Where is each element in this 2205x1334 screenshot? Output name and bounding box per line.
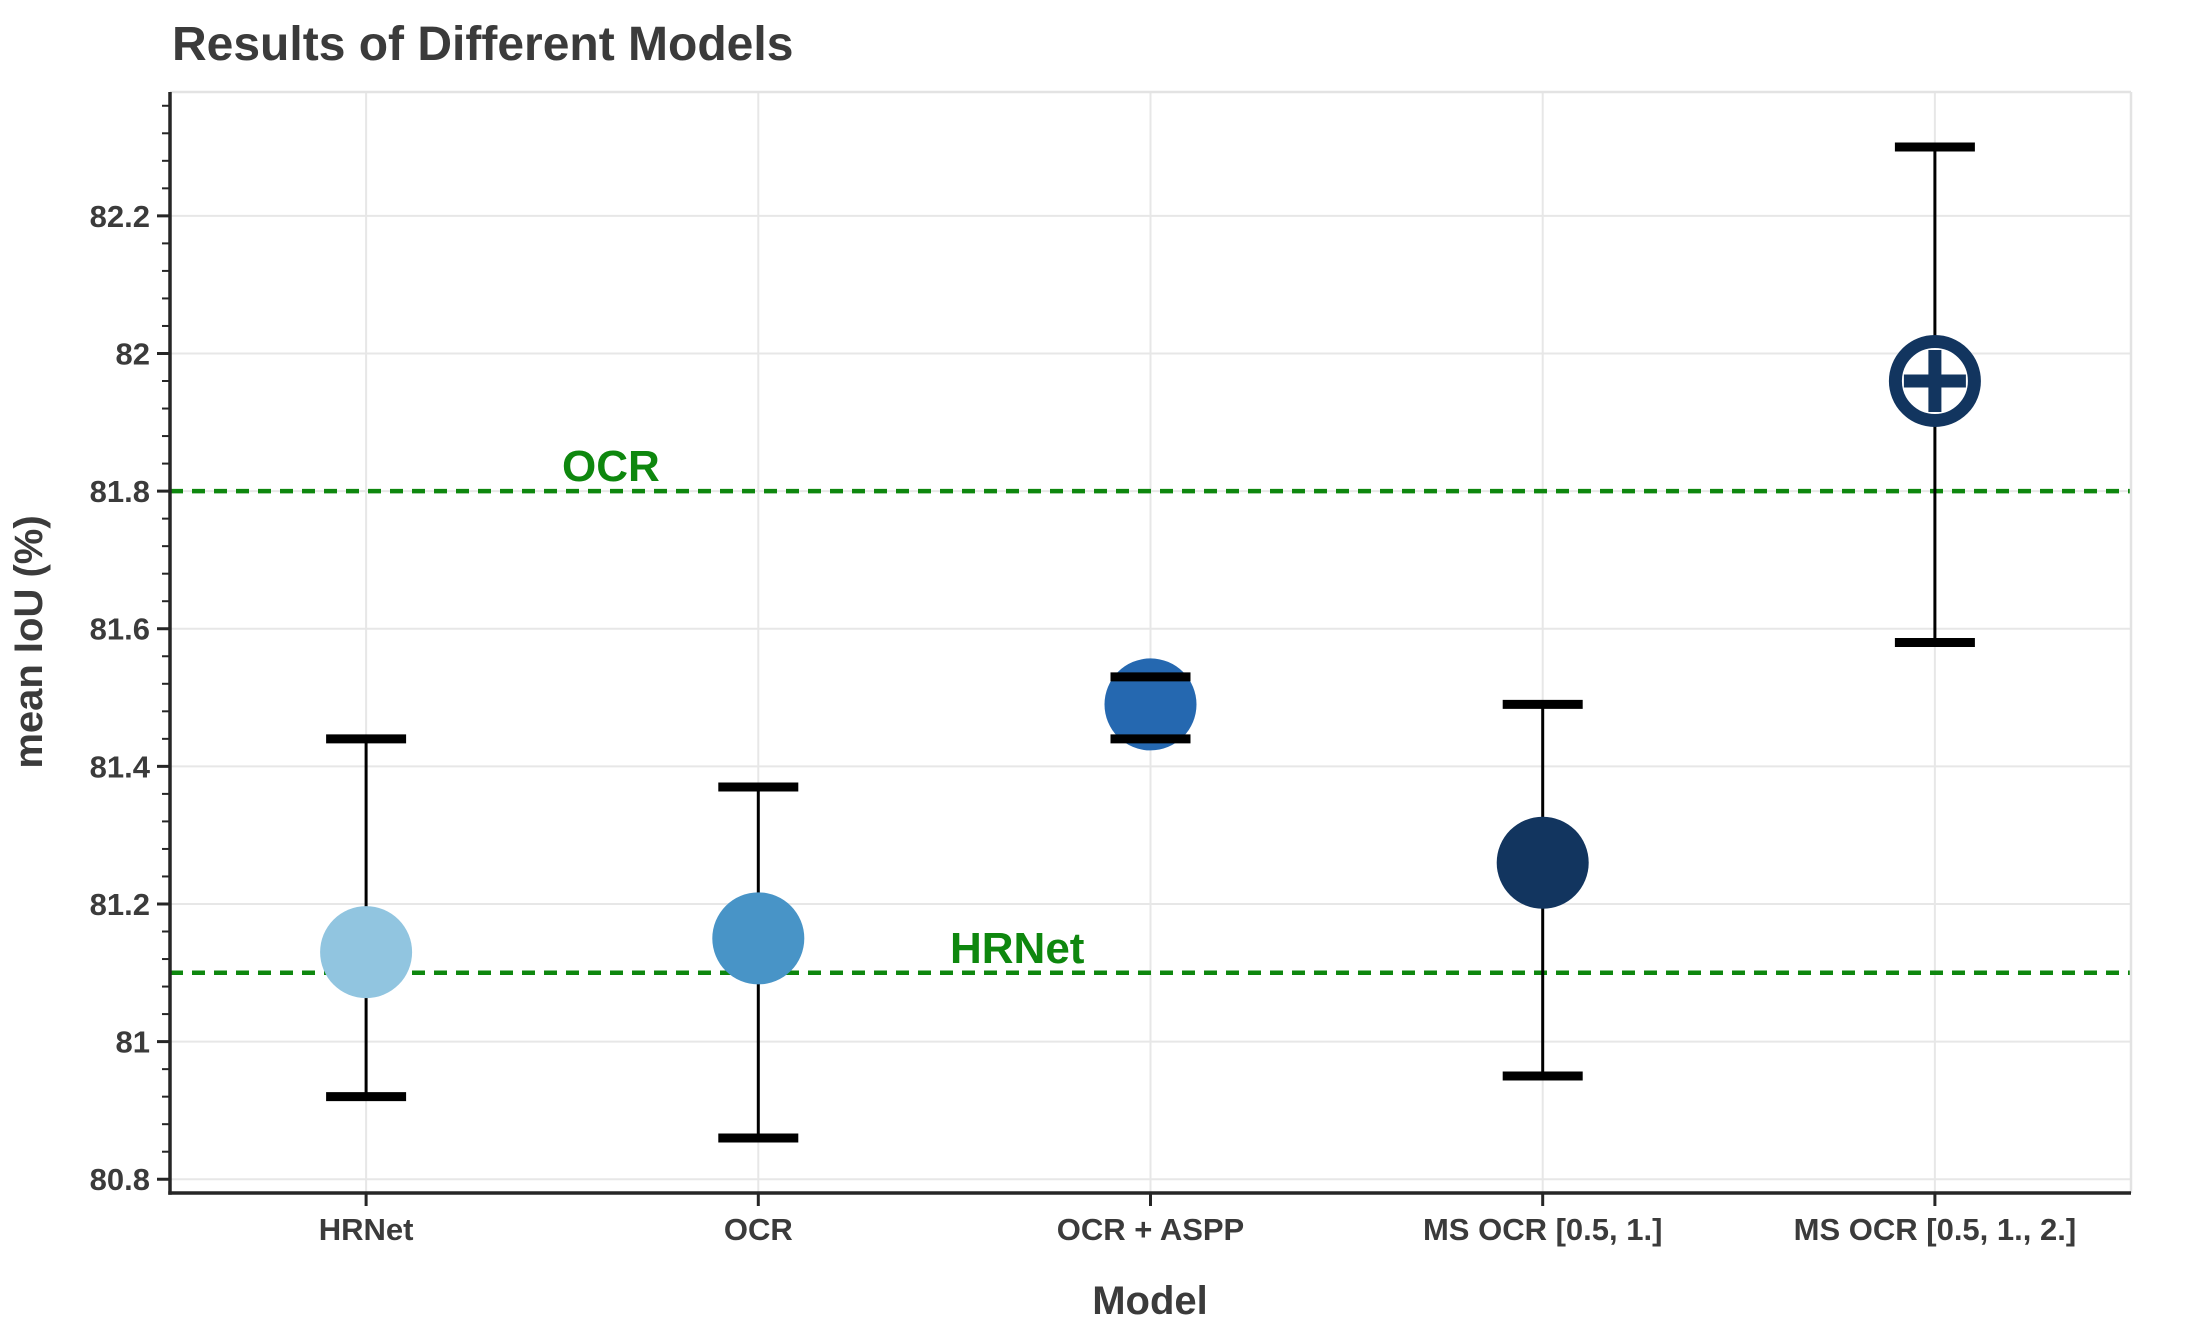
x-tick-label: MS OCR [0.5, 1.] bbox=[1423, 1212, 1662, 1247]
tick-labels-layer: 80.8 81 81.2 81.4 81.6 81.8 82 82.2 HRNet OCR OCR … bbox=[90, 199, 2077, 1247]
y-tick-label: 82 bbox=[116, 336, 150, 371]
y-tick-label: 81 bbox=[116, 1025, 150, 1060]
gridlines-layer bbox=[170, 92, 2131, 1193]
data-point-marker bbox=[1496, 816, 1589, 909]
chart-title: Results of Different Models bbox=[172, 18, 793, 71]
data-point-marker bbox=[712, 892, 805, 985]
x-tick-label: OCR bbox=[724, 1212, 793, 1247]
y-tick-label: 82.2 bbox=[90, 199, 150, 234]
y-tick-label: 81.2 bbox=[90, 887, 150, 922]
data-point-marker bbox=[1104, 658, 1197, 751]
reference-lines-layer: OCR HRNet bbox=[170, 442, 2131, 976]
x-tick-label: HRNet bbox=[319, 1212, 414, 1247]
x-tick-label: MS OCR [0.5, 1., 2.] bbox=[1794, 1212, 2077, 1247]
x-axis-label: Model bbox=[1092, 1279, 1208, 1323]
data-point-marker bbox=[320, 906, 413, 999]
y-tick-label: 81.6 bbox=[90, 612, 150, 647]
x-tick-label: OCR + ASPP bbox=[1057, 1212, 1244, 1247]
reference-line-label: OCR bbox=[562, 442, 660, 491]
y-tick-label: 80.8 bbox=[90, 1162, 150, 1197]
data-series-layer bbox=[320, 142, 1981, 1143]
y-axis-label: mean IoU (%) bbox=[7, 515, 51, 768]
axes-layer bbox=[157, 90, 2133, 1206]
reference-line-label: HRNet bbox=[950, 924, 1085, 973]
y-tick-label: 81.4 bbox=[90, 749, 151, 784]
y-tick-label: 81.8 bbox=[90, 474, 150, 509]
